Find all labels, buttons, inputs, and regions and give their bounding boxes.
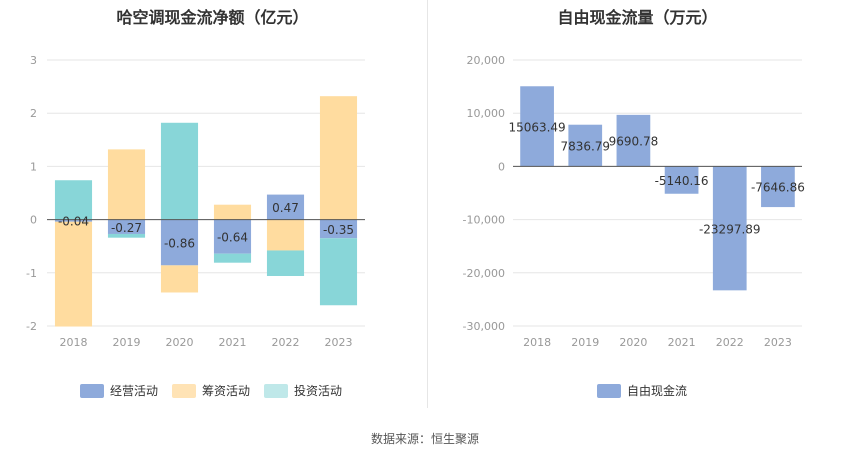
legend-item-free-cashflow[interactable]: 自由现金流 (597, 382, 687, 399)
bar-经营活动-2021 (213, 219, 252, 254)
bar-投资活动-2022 (266, 250, 305, 276)
x-tick-label: 2022 (716, 336, 744, 349)
data-label: 7836.79 (560, 140, 610, 154)
data-label: 15063.49 (508, 120, 565, 134)
cashflow-net-chart: 3 2 1 0 -1 -2 2018 2019 2020 2021 2022 2023 -0.04 -0.… (26, 54, 365, 349)
bar-经营活动-2020 (160, 219, 199, 266)
legend-swatch-financing (172, 383, 197, 398)
legend-label-operating: 经营活动 (110, 384, 159, 398)
right-legend: 自由现金流 (597, 382, 701, 399)
y-tick-label: 0 (498, 160, 505, 173)
bar-投资活动-2021 (213, 253, 252, 263)
y-tick-label: -30,000 (463, 320, 505, 333)
x-tick-label: 2020 (619, 336, 647, 349)
bar-筹资活动-2022 (266, 219, 305, 251)
y-tick-label: 2 (30, 107, 37, 120)
x-tick-label: 2023 (764, 336, 792, 349)
free-cashflow-chart: 20,000 10,000 0 -10,000 -20,000 -30,000 2018 20… (463, 54, 805, 349)
data-label: -0.35 (323, 223, 354, 237)
panel-divider (427, 0, 428, 408)
legend-swatch-operating (80, 383, 104, 398)
y-tick-label: -1 (26, 267, 37, 280)
bar-经营活动-2019 (107, 219, 146, 234)
y-tick-label: 0 (30, 214, 37, 227)
data-label: -0.04 (58, 215, 89, 229)
y-tick-label: -10,000 (463, 214, 505, 227)
bar-经营活动-2023 (319, 219, 358, 239)
x-tick-label: 2019 (113, 336, 141, 349)
x-tick-label: 2021 (668, 336, 696, 349)
x-tick-label: 2022 (272, 336, 300, 349)
bar-投资活动-2019 (107, 233, 146, 238)
x-tick-label: 2020 (166, 336, 194, 349)
bar-筹资活动-2019 (107, 149, 146, 220)
y-tick-label: -20,000 (463, 267, 505, 280)
legend-label-financing: 筹资活动 (202, 384, 251, 398)
legend-swatch-free-cashflow (597, 383, 621, 398)
bar-free-cashflow-2020 (616, 114, 651, 167)
data-label: 9690.78 (609, 135, 659, 149)
left-legend: 经营活动 筹资活动 投资活动 (80, 382, 356, 399)
x-tick-label: 2018 (523, 336, 551, 349)
data-label: -0.64 (217, 231, 248, 245)
x-tick-label: 2021 (219, 336, 247, 349)
data-source: 数据来源：恒生聚源 (370, 432, 479, 446)
legend-item-operating[interactable]: 经营活动 (80, 382, 158, 399)
data-label: -7646.86 (751, 181, 805, 195)
x-tick-label: 2018 (60, 336, 88, 349)
y-tick-label: 20,000 (467, 54, 506, 67)
y-tick-label: 3 (30, 54, 37, 67)
bar-free-cashflow-2023 (761, 166, 795, 208)
legend-swatch-investing (264, 383, 289, 398)
x-tick-label: 2023 (325, 336, 353, 349)
bar-筹资活动-2018 (54, 221, 93, 327)
bar-经营活动-2022 (266, 194, 305, 220)
x-tick-label: 2019 (571, 336, 599, 349)
right-chart-title: 自由现金流量（万元） (557, 8, 718, 27)
bar-free-cashflow-2018 (520, 86, 554, 167)
bar-经营活动-2018 (54, 219, 93, 222)
legend-label-free-cashflow: 自由现金流 (627, 384, 688, 398)
bar-筹资活动-2020 (160, 265, 199, 293)
bar-free-cashflow-2019 (568, 124, 603, 167)
bar-投资活动-2023 (319, 238, 358, 306)
bar-free-cashflow-2022 (712, 166, 747, 291)
bar-free-cashflow-2021 (664, 166, 699, 194)
y-tick-label: 10,000 (467, 107, 506, 120)
bar-投资活动-2018 (54, 180, 93, 220)
data-label: -0.86 (164, 236, 195, 250)
bar-筹资活动-2023 (319, 96, 358, 220)
y-tick-label: -2 (26, 320, 37, 333)
legend-item-financing[interactable]: 筹资活动 (172, 382, 250, 399)
left-chart-title: 哈空调现金流净额（亿元） (116, 8, 309, 27)
data-label: -23297.89 (699, 222, 761, 236)
data-label: -0.27 (111, 221, 142, 235)
legend-label-investing: 投资活动 (294, 384, 343, 398)
bar-投资活动-2020 (160, 122, 199, 220)
legend-item-investing[interactable]: 投资活动 (264, 382, 342, 399)
data-label: -5140.16 (655, 174, 709, 188)
y-tick-label: 1 (30, 160, 37, 173)
bar-筹资活动-2021 (213, 204, 252, 220)
data-label: 0.47 (272, 201, 299, 215)
